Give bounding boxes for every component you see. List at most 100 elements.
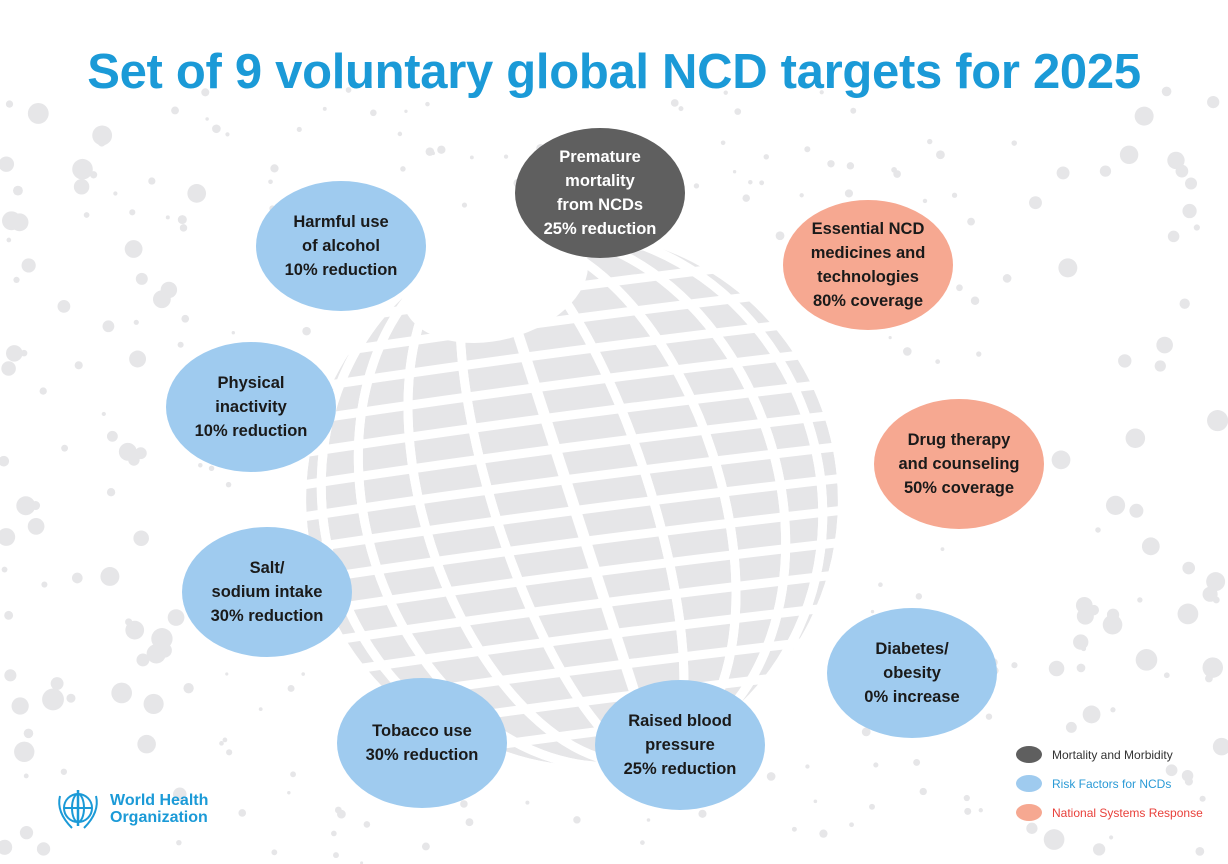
target-premature-mortality: Premature mortality from NCDs 25% reduct… [515,128,685,258]
background-dot [61,444,69,452]
background-dot [1165,764,1178,777]
target-physical-inactivity: Physical inactivity 10% reduction [166,342,336,472]
background-dot [133,319,139,325]
logo-line2: Organization [110,809,208,826]
background-dot [124,240,143,258]
background-dot [183,683,194,694]
background-dot [167,609,185,626]
legend-label: Mortality and Morbidity [1052,747,1173,762]
background-dot [827,160,835,168]
background-dot [208,465,215,472]
background-dot [370,109,377,117]
background-dot [71,572,83,584]
background-dot [525,800,530,805]
background-dot [219,741,224,746]
background-dot [363,821,371,828]
background-dot [1109,835,1114,840]
background-dot [1161,86,1172,97]
background-dot [775,231,785,241]
background-dot [4,669,17,682]
background-dot [1,566,8,573]
background-dot [1193,224,1200,231]
background-dot [1163,672,1170,679]
background-dot [16,496,36,516]
legend-label: Risk Factors for NCDs [1052,776,1172,791]
background-dot [258,707,263,712]
background-dot [985,713,993,720]
background-dot [1167,151,1185,170]
background-dot [791,826,797,832]
background-dot [1048,660,1065,677]
background-dot [1056,166,1070,180]
background-dot [106,488,116,497]
background-dot [1202,657,1223,678]
background-dot [404,109,408,113]
who-logo: World Health Organization [52,786,208,832]
background-dot [148,177,156,185]
background-dot [19,826,34,840]
background-dot [503,154,509,159]
background-dot [92,125,113,146]
background-dot [225,672,229,676]
background-dot [177,215,187,225]
legend-item-risk: Risk Factors for NCDs [1016,769,1203,798]
background-dot [333,852,339,859]
background-dot [0,455,10,467]
background-dot [1167,230,1180,243]
target-drug-therapy: Drug therapy and counseling 50% coverage [874,399,1044,529]
background-dot [844,189,854,198]
background-dot [1058,258,1078,278]
background-dot [1195,846,1205,856]
background-dot [0,528,16,546]
background-dot [27,517,45,535]
background-dot [23,773,29,779]
background-dot [1141,537,1160,556]
background-dot [963,794,970,802]
background-dot [83,212,90,218]
background-dot [748,179,753,185]
background-dot [66,693,76,703]
background-dot [967,217,975,226]
background-dot [1137,597,1143,603]
background-dot [39,387,47,395]
background-dot [0,839,13,855]
background-dot [1095,527,1101,533]
background-dot [956,284,963,292]
background-dot [23,728,34,739]
background-dot [460,800,468,808]
background-dot [225,132,230,137]
background-dot [940,547,945,552]
background-dot [177,341,184,348]
background-dot [1011,662,1018,669]
background-dot [345,87,352,93]
background-dot [1199,795,1206,802]
background-dot [922,198,928,204]
background-dot [143,693,164,715]
background-dot [1179,298,1190,309]
background-dot [50,677,64,690]
background-dot [1154,360,1166,372]
background-dot [913,758,921,766]
background-dot [1011,140,1017,146]
background-dot [134,447,147,460]
background-dot [31,500,41,511]
background-dot [360,861,364,864]
target-harmful-alcohol: Harmful use of alcohol 10% reduction [256,181,426,311]
background-dot [1082,705,1101,724]
background-dot [693,183,700,189]
background-dot [181,314,190,323]
background-dot [678,106,684,112]
background-dot [6,237,12,243]
background-dot [846,162,855,170]
background-dot [425,101,430,107]
background-dot [1119,145,1139,165]
who-emblem-icon [58,790,98,829]
background-dot [869,803,875,810]
background-dot [1177,603,1199,625]
background-dot [723,90,728,95]
background-dot [461,202,468,208]
background-dot [60,768,68,775]
background-dot [179,224,188,232]
background-dot [129,350,147,368]
background-dot [268,179,273,185]
